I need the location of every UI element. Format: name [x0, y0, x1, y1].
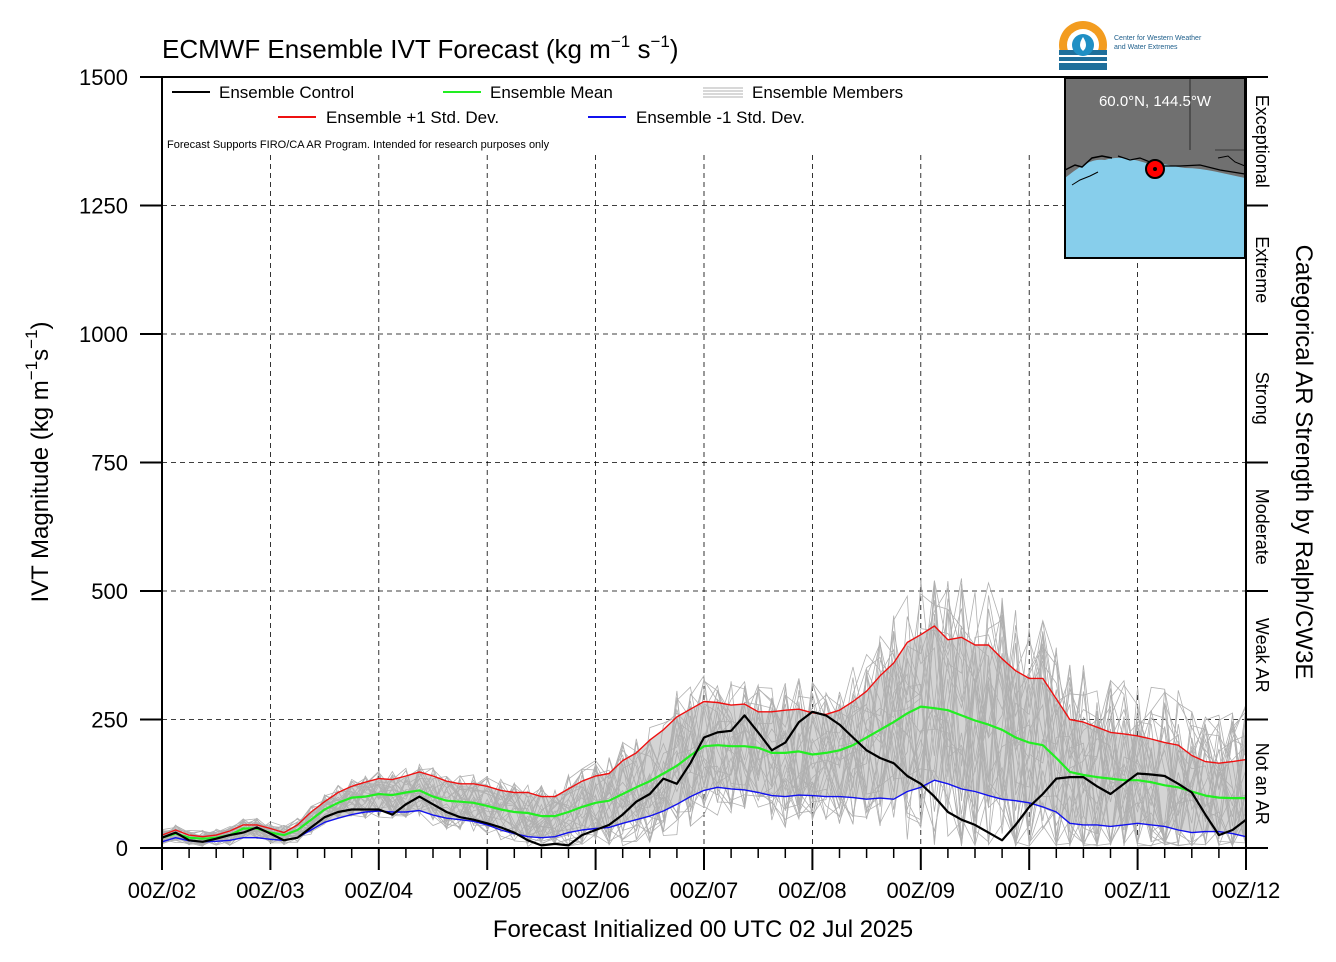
right-axis-label: Categorical AR Strength by Ralph/CW3E — [1290, 245, 1317, 680]
category-label: Moderate — [1252, 489, 1272, 565]
x-ticks: 00Z/02 00Z/03 00Z/04 00Z/05 00Z/06 00Z/07 00Z/… — [128, 848, 1281, 903]
y-tick-label: 1250 — [79, 194, 128, 219]
y-tick-label: 250 — [91, 708, 128, 733]
title-mid: s — [630, 34, 650, 64]
x-tick-label: 00Z/02 — [128, 878, 197, 903]
x-tick-label: 00Z/08 — [778, 878, 847, 903]
ylabel-exp1: −1 — [22, 361, 41, 380]
title-end: ) — [670, 34, 679, 64]
category-label: Weak AR — [1252, 618, 1272, 693]
title-main: ECMWF Ensemble IVT Forecast (kg m — [162, 34, 611, 64]
legend-plus: Ensemble +1 Std. Dev. — [326, 108, 499, 127]
x-axis-label: Forecast Initialized 00 UTC 02 Jul 2025 — [493, 916, 913, 943]
category-label: Exceptional — [1252, 95, 1272, 188]
legend-mean: Ensemble Mean — [490, 83, 613, 102]
y-tick-label: 0 — [116, 836, 128, 861]
y-tick-label: 1500 — [79, 65, 128, 90]
chart-title: ECMWF Ensemble IVT Forecast (kg m−1 s−1) — [162, 32, 679, 64]
research-note: Forecast Supports FIRO/CA AR Program. In… — [167, 139, 550, 151]
series-control-line — [161, 710, 1247, 847]
y-tick-label: 500 — [91, 579, 128, 604]
svg-text:Center for Western Weather: Center for Western Weather — [1114, 35, 1202, 42]
legend-members: Ensemble Members — [752, 83, 903, 102]
cw3e-logo: Center for Western Weather and Water Ext… — [1059, 21, 1202, 70]
ensemble-member-line — [161, 581, 1247, 842]
ensemble-members — [161, 578, 1247, 848]
x-tick-label: 00Z/07 — [670, 878, 739, 903]
ylabel-exp2: −1 — [22, 329, 41, 348]
legend-control: Ensemble Control — [219, 83, 354, 102]
x-tick-label: 00Z/06 — [561, 878, 630, 903]
ar-categories: Not an AR Weak AR Moderate Strong Extreme Exc… — [1246, 76, 1272, 849]
y-tick-label: 750 — [91, 451, 128, 476]
x-tick-label: 00Z/10 — [995, 878, 1064, 903]
x-tick-label: 00Z/05 — [453, 878, 522, 903]
ylabel-mid: s — [27, 349, 54, 361]
inset-location-label: 60.0°N, 144.5°W — [1099, 93, 1212, 110]
ensemble-member-line — [161, 583, 1247, 847]
series-minus-line — [161, 779, 1247, 843]
ensemble-member-line — [161, 608, 1247, 846]
legend-members-swatch — [703, 87, 743, 98]
x-tick-label: 00Z/09 — [887, 878, 956, 903]
x-tick-label: 00Z/03 — [236, 878, 305, 903]
ylabel-end: ) — [27, 321, 54, 329]
y-axis-label: IVT Magnitude (kg m−1s−1) — [22, 321, 54, 602]
series-plus-line — [161, 625, 1247, 838]
legend-minus: Ensemble -1 Std. Dev. — [636, 108, 805, 127]
location-inset-map: 60.0°N, 144.5°W — [1064, 77, 1246, 259]
x-tick-label: 00Z/11 — [1104, 878, 1171, 903]
x-tick-label: 00Z/04 — [345, 878, 414, 903]
y-ticks: 0 250 500 750 1000 1250 1500 — [79, 65, 162, 861]
series-mean-line — [161, 705, 1246, 840]
ylabel-main: IVT Magnitude (kg m — [27, 380, 54, 602]
legend: Ensemble Control Ensemble Mean Ensemble … — [167, 83, 903, 151]
ensemble-member-line — [161, 585, 1247, 846]
category-label: Not an AR — [1252, 743, 1272, 825]
y-tick-label: 1000 — [79, 322, 128, 347]
x-tick-label: 00Z/12 — [1212, 878, 1281, 903]
ensemble-member-line — [161, 610, 1247, 845]
svg-text:and Water Extremes: and Water Extremes — [1114, 44, 1178, 51]
category-label: Extreme — [1252, 236, 1272, 303]
series-lines — [161, 625, 1247, 847]
category-label: Strong — [1252, 372, 1272, 425]
title-exp1: −1 — [611, 32, 630, 51]
title-exp2: −1 — [650, 32, 669, 51]
